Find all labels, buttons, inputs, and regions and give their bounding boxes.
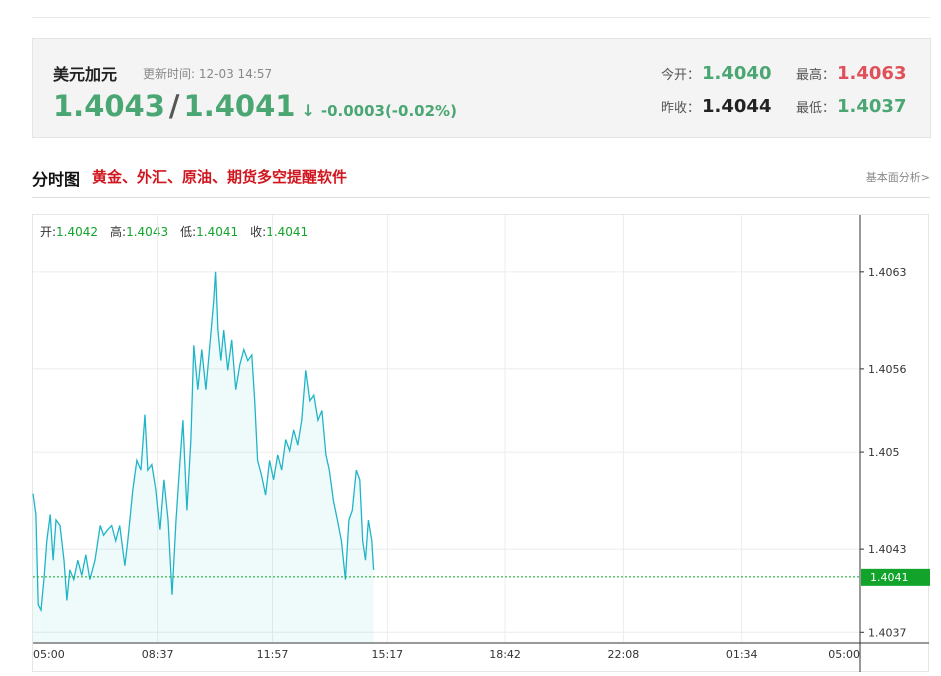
summary-label: 开: — [40, 225, 57, 239]
price-line: 1.4043/1.4041 ↓ -0.0003(-0.02%) — [53, 89, 457, 123]
stat-label: 今开： — [661, 68, 701, 83]
x-tick-label: 18:42 — [489, 648, 521, 661]
analysis-link[interactable]: 基本面分析> — [865, 171, 930, 184]
summary-value: 1.4042 — [56, 225, 99, 239]
promo-link[interactable]: 黄金、外汇、原油、期货多空提醒软件 — [92, 168, 348, 186]
price-tag-label: 1.4041 — [870, 571, 909, 584]
chart-frame — [32, 214, 929, 672]
separator: / — [168, 89, 180, 123]
pair-name: 美元加元 — [53, 65, 118, 84]
summary-label: 收: — [250, 225, 267, 239]
summary-value: 1.4041 — [196, 225, 239, 239]
price-tag — [861, 568, 930, 586]
stat-value: 1.4063 — [837, 63, 907, 84]
y-tick-label: 1.4056 — [868, 363, 907, 376]
update-value: 12-03 14:57 — [198, 67, 273, 81]
y-tick-label: 1.4063 — [868, 266, 907, 279]
stat-label: 最低： — [796, 101, 836, 116]
x-tick-label: 22:08 — [608, 648, 640, 661]
section-title: 分时图 — [32, 170, 81, 189]
quote-header: 美元加元 更新时间: 12-03 14:57 1.4043/1.4041 ↓ -0.… — [32, 38, 931, 138]
stat-value: 1.4044 — [702, 96, 772, 117]
update-time: 更新时间: 12-03 14:57 — [143, 65, 272, 82]
y-tick-label: 1.4043 — [868, 543, 907, 556]
stat-value: 1.4040 — [702, 63, 772, 84]
stat-label: 最高： — [796, 68, 836, 83]
x-tick-label: 11:57 — [257, 648, 289, 661]
stat: 昨收： 1.4044 — [661, 96, 771, 117]
top-rule — [32, 17, 930, 18]
stat: 最低： 1.4037 — [796, 96, 906, 117]
arrow: ↓ — [301, 101, 315, 120]
ask: 1.4041 — [183, 89, 296, 123]
area — [33, 271, 374, 642]
summary-value: 1.4041 — [266, 225, 309, 239]
x-tick-label: 15:17 — [371, 648, 403, 661]
stat-label: 昨收： — [661, 101, 701, 116]
stat-value: 1.4037 — [837, 96, 907, 117]
x-tick-label: 08:37 — [142, 648, 174, 661]
update-label: 更新时间: — [143, 67, 196, 81]
y-tick-label: 1.4037 — [868, 626, 907, 639]
summary-label: 低: — [180, 225, 197, 239]
summary-label: 高: — [110, 225, 127, 239]
x-tick-label: 05:00 — [33, 648, 65, 661]
bid: 1.4043 — [53, 89, 165, 123]
x-tick-label: 05:00 — [828, 648, 860, 661]
y-tick-label: 1.405 — [868, 446, 900, 459]
change: -0.0003(-0.02%) — [320, 102, 457, 120]
section-rule — [32, 197, 930, 198]
x-tick-label: 01:34 — [726, 648, 758, 661]
line — [32, 271, 375, 613]
stat: 最高： 1.4063 — [796, 63, 906, 84]
stat: 今开： 1.4040 — [661, 63, 771, 84]
